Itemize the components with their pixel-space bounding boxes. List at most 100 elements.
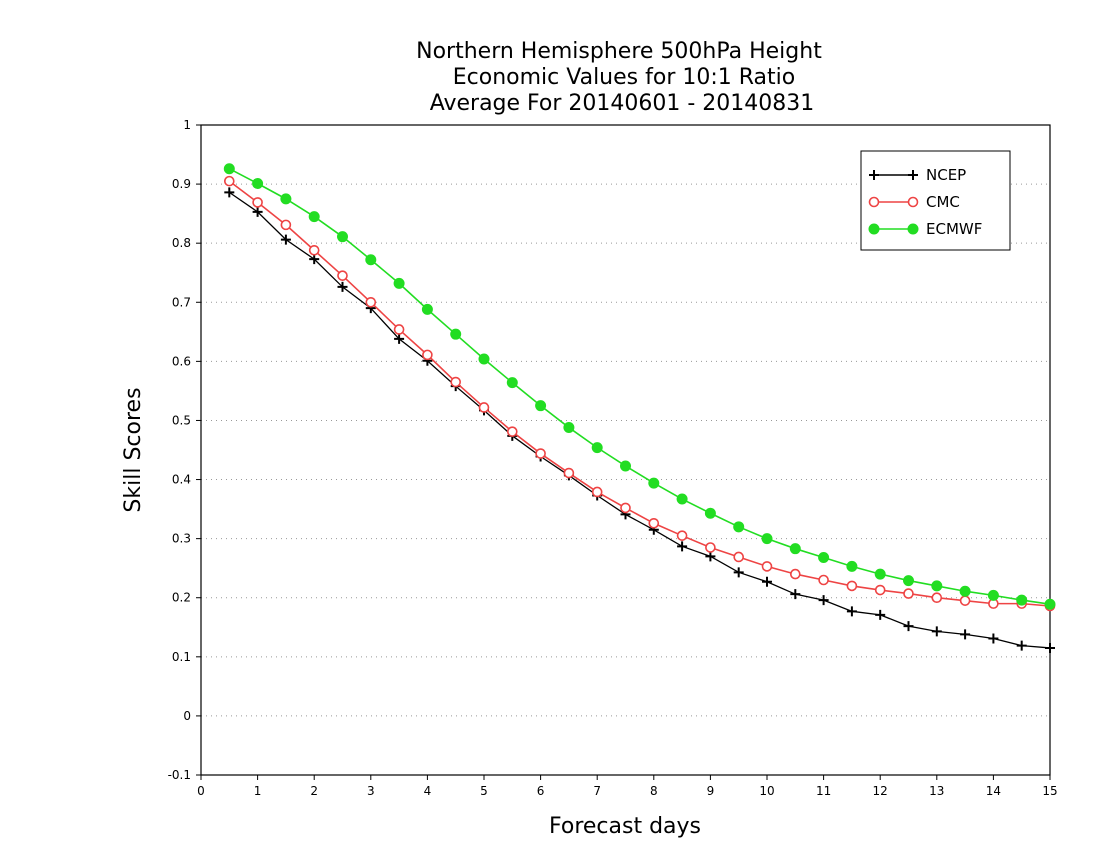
data-point-ecmwf	[1016, 594, 1028, 606]
data-point-cmc	[365, 296, 377, 308]
data-point-ecmwf	[1044, 598, 1056, 610]
x-tick-label: 8	[650, 784, 658, 798]
legend-item-ecmwf: ECMWF	[868, 220, 982, 238]
data-point-ecmwf	[393, 277, 405, 289]
data-point-ecmwf	[959, 585, 971, 597]
data-point-ncep	[705, 551, 716, 562]
x-tick-label: 4	[424, 784, 432, 798]
title-line-2: Economic Values for 10:1 Ratio	[453, 65, 795, 90]
data-point-cmc	[280, 219, 292, 231]
data-point-cmc	[535, 448, 546, 459]
legend-marker-ncep	[908, 170, 918, 180]
legend-label-cmc: CMC	[926, 193, 960, 211]
y-tick-label: 0.1	[172, 650, 191, 664]
data-point-ecmwf	[308, 211, 320, 223]
data-point-cmc	[252, 197, 263, 208]
data-point-ncep	[394, 333, 405, 344]
data-point-cmc	[903, 588, 914, 599]
y-axis-label: Skill Scores	[121, 387, 146, 512]
data-point-cmc	[563, 467, 575, 479]
x-axis-label: Forecast days	[549, 814, 701, 839]
title-line-3: Average For 20140601 - 20140831	[430, 91, 815, 116]
legend-marker-ncep	[869, 170, 879, 180]
data-point-cmc	[450, 376, 462, 388]
data-point-ecmwf	[252, 178, 264, 189]
y-tick-label: 0.4	[172, 473, 191, 487]
data-point-ncep	[309, 254, 320, 265]
x-axis: 0 1 2 3 4 5 6 7 8 9 10 11 12 13 14 15	[197, 775, 1058, 798]
x-tick-label: 11	[816, 784, 831, 798]
data-point-cmc	[874, 584, 886, 596]
legend-marker-ecmwf	[907, 223, 919, 235]
x-tick-label: 1	[254, 784, 262, 798]
data-point-cmc	[818, 574, 829, 586]
x-tick-label: 6	[537, 784, 545, 798]
data-point-ncep	[677, 541, 688, 552]
data-point-ncep	[733, 567, 744, 578]
data-point-ncep	[252, 206, 263, 217]
data-point-ncep	[1016, 640, 1027, 651]
legend-item-ncep: NCEP	[869, 166, 966, 184]
data-point-cmc	[705, 542, 716, 553]
data-point-cmc	[931, 592, 943, 604]
series-ncep	[224, 187, 1055, 653]
data-point-ecmwf	[450, 328, 462, 340]
data-point-ecmwf	[931, 580, 943, 592]
data-point-ecmwf	[733, 521, 745, 533]
data-point-ecmwf	[676, 493, 688, 505]
data-point-cmc	[676, 530, 688, 541]
data-point-ncep	[790, 589, 801, 600]
data-point-ecmwf	[789, 543, 801, 555]
data-point-ecmwf	[620, 460, 631, 472]
data-point-ecmwf	[761, 533, 773, 545]
data-point-cmc	[393, 324, 405, 335]
data-point-cmc	[308, 244, 320, 256]
title-line-1: Northern Hemisphere 500hPa Height	[416, 39, 822, 64]
data-point-ecmwf	[421, 303, 433, 315]
x-tick-label: 10	[759, 784, 774, 798]
y-tick-label: 0.8	[172, 236, 191, 250]
data-point-ecmwf	[563, 422, 575, 434]
data-point-ncep	[931, 626, 942, 637]
y-tick-label: 0.3	[172, 532, 191, 546]
data-point-cmc	[761, 561, 773, 572]
data-point-ncep	[818, 595, 829, 606]
data-point-cmc	[620, 502, 631, 514]
legend-label-ncep: NCEP	[926, 166, 966, 184]
legend-marker-ecmwf	[868, 223, 880, 235]
data-point-ecmwf	[903, 575, 914, 587]
data-point-ecmwf	[506, 377, 518, 389]
data-point-ecmwf	[535, 400, 547, 412]
data-point-cmc	[959, 595, 971, 606]
data-point-cmc	[846, 580, 858, 592]
y-tick-label: 0.9	[172, 177, 191, 191]
y-tick-label: 0	[183, 709, 191, 723]
x-tick-label: 15	[1042, 784, 1057, 798]
x-tick-label: 13	[929, 784, 944, 798]
data-point-cmc	[733, 551, 745, 563]
data-point-ecmwf	[818, 552, 830, 564]
data-point-ecmwf	[648, 477, 660, 489]
series-layer	[223, 163, 1056, 653]
data-point-ecmwf	[365, 254, 377, 266]
legend-marker-cmc	[868, 196, 880, 208]
y-tick-label: -0.1	[168, 768, 191, 782]
x-tick-label: 0	[197, 784, 205, 798]
data-point-ecmwf	[987, 589, 999, 601]
data-point-ecmwf	[280, 193, 292, 205]
data-point-cmc	[224, 175, 235, 187]
data-point-cmc	[648, 517, 660, 529]
data-point-ncep	[988, 633, 999, 644]
data-point-ncep	[1045, 642, 1055, 653]
data-point-ncep	[960, 629, 971, 640]
data-point-ncep	[875, 609, 886, 620]
legend-marker-cmc	[907, 196, 919, 208]
data-point-ncep	[280, 234, 291, 245]
x-tick-label: 9	[707, 784, 715, 798]
legend-label-ecmwf: ECMWF	[926, 220, 982, 238]
data-point-ncep	[337, 281, 348, 292]
legend: NCEP CMC ECMWF	[860, 150, 1011, 251]
data-point-ncep	[903, 621, 914, 632]
data-point-ncep	[762, 576, 772, 587]
x-tick-label: 7	[593, 784, 601, 798]
